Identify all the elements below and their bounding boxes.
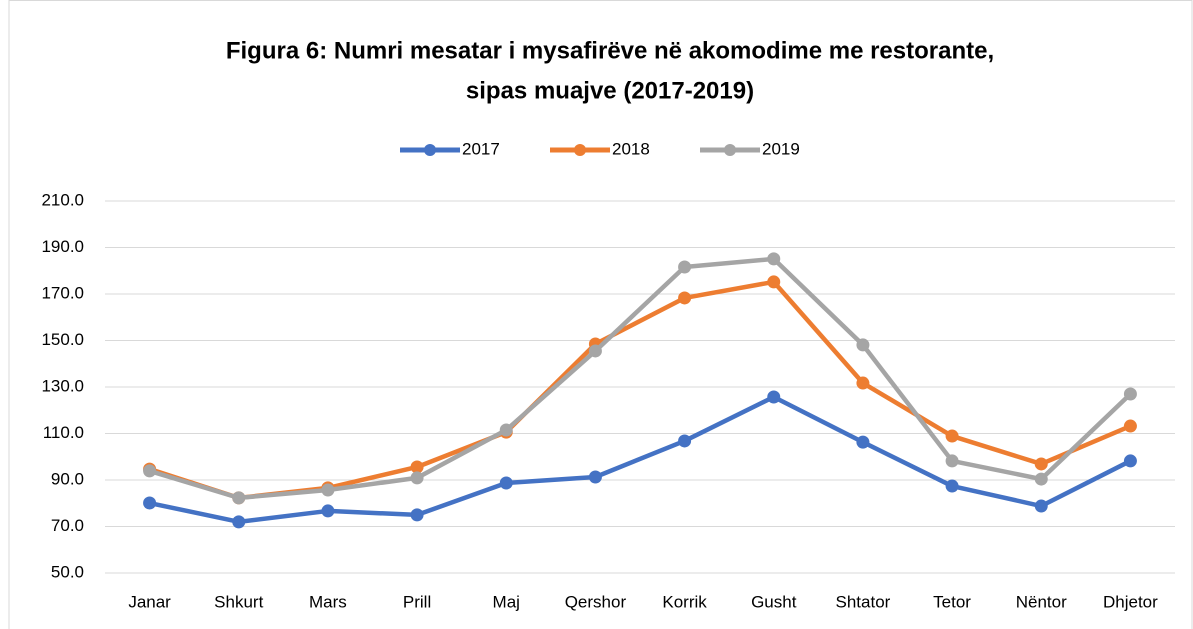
data-point — [588, 470, 602, 484]
chart-title: sipas muajve (2017-2019) — [466, 77, 754, 104]
series-line — [148, 256, 1132, 501]
legend-label: 2019 — [762, 139, 800, 158]
y-tick-label: 150.0 — [41, 330, 84, 349]
data-point — [410, 460, 424, 474]
x-tick-label: Janar — [128, 592, 171, 611]
data-point — [945, 454, 959, 468]
data-point — [499, 423, 513, 437]
x-tick-label: Nëntor — [1016, 592, 1067, 611]
y-tick-label: 70.0 — [51, 516, 84, 535]
data-point — [767, 252, 781, 266]
data-point — [143, 464, 157, 478]
y-tick-label: 90.0 — [51, 469, 84, 488]
data-point — [856, 338, 870, 352]
legend-label: 2017 — [462, 139, 500, 158]
data-point — [321, 504, 335, 518]
x-tick-label: Gusht — [751, 592, 797, 611]
legend-marker — [724, 144, 736, 156]
data-point — [1034, 499, 1048, 513]
data-point — [945, 479, 959, 493]
chart-border — [8, 0, 1193, 629]
data-point — [1034, 472, 1048, 486]
x-tick-label: Maj — [493, 592, 520, 611]
data-point — [499, 476, 513, 490]
y-tick-label: 50.0 — [51, 562, 84, 581]
y-tick-label: 130.0 — [41, 376, 84, 395]
data-point — [1123, 454, 1137, 468]
legend-marker — [574, 144, 586, 156]
data-point — [1123, 387, 1137, 401]
x-tick-label: Prill — [403, 592, 431, 611]
data-point — [678, 260, 692, 274]
data-point — [678, 434, 692, 448]
y-tick-label: 190.0 — [41, 237, 84, 256]
x-tick-label: Korrik — [662, 592, 707, 611]
x-tick-label: Mars — [309, 592, 347, 611]
x-tick-label: Shtator — [836, 592, 891, 611]
data-point — [321, 483, 335, 497]
data-point — [588, 344, 602, 358]
data-point — [410, 471, 424, 485]
data-point — [1123, 419, 1137, 433]
y-tick-label: 210.0 — [41, 190, 84, 209]
chart-title: Figura 6: Numri mesatar i mysafirëve në … — [226, 37, 994, 64]
x-tick-label: Dhjetor — [1103, 592, 1158, 611]
x-tick-label: Tetor — [933, 592, 971, 611]
data-point — [767, 390, 781, 404]
data-point — [232, 491, 246, 505]
data-point — [678, 291, 692, 305]
data-point — [945, 429, 959, 443]
y-tick-label: 110.0 — [43, 423, 84, 442]
legend-label: 2018 — [612, 139, 650, 158]
y-tick-label: 170.0 — [41, 283, 84, 302]
series-line — [149, 394, 1132, 525]
data-point — [410, 508, 424, 522]
data-point — [856, 376, 870, 390]
legend-marker — [424, 144, 436, 156]
x-tick-label: Qershor — [565, 592, 627, 611]
data-point — [232, 515, 246, 529]
data-point — [856, 435, 870, 449]
data-point — [143, 496, 157, 510]
x-tick-label: Shkurt — [214, 592, 263, 611]
data-point — [767, 275, 781, 289]
data-point — [1034, 457, 1048, 471]
